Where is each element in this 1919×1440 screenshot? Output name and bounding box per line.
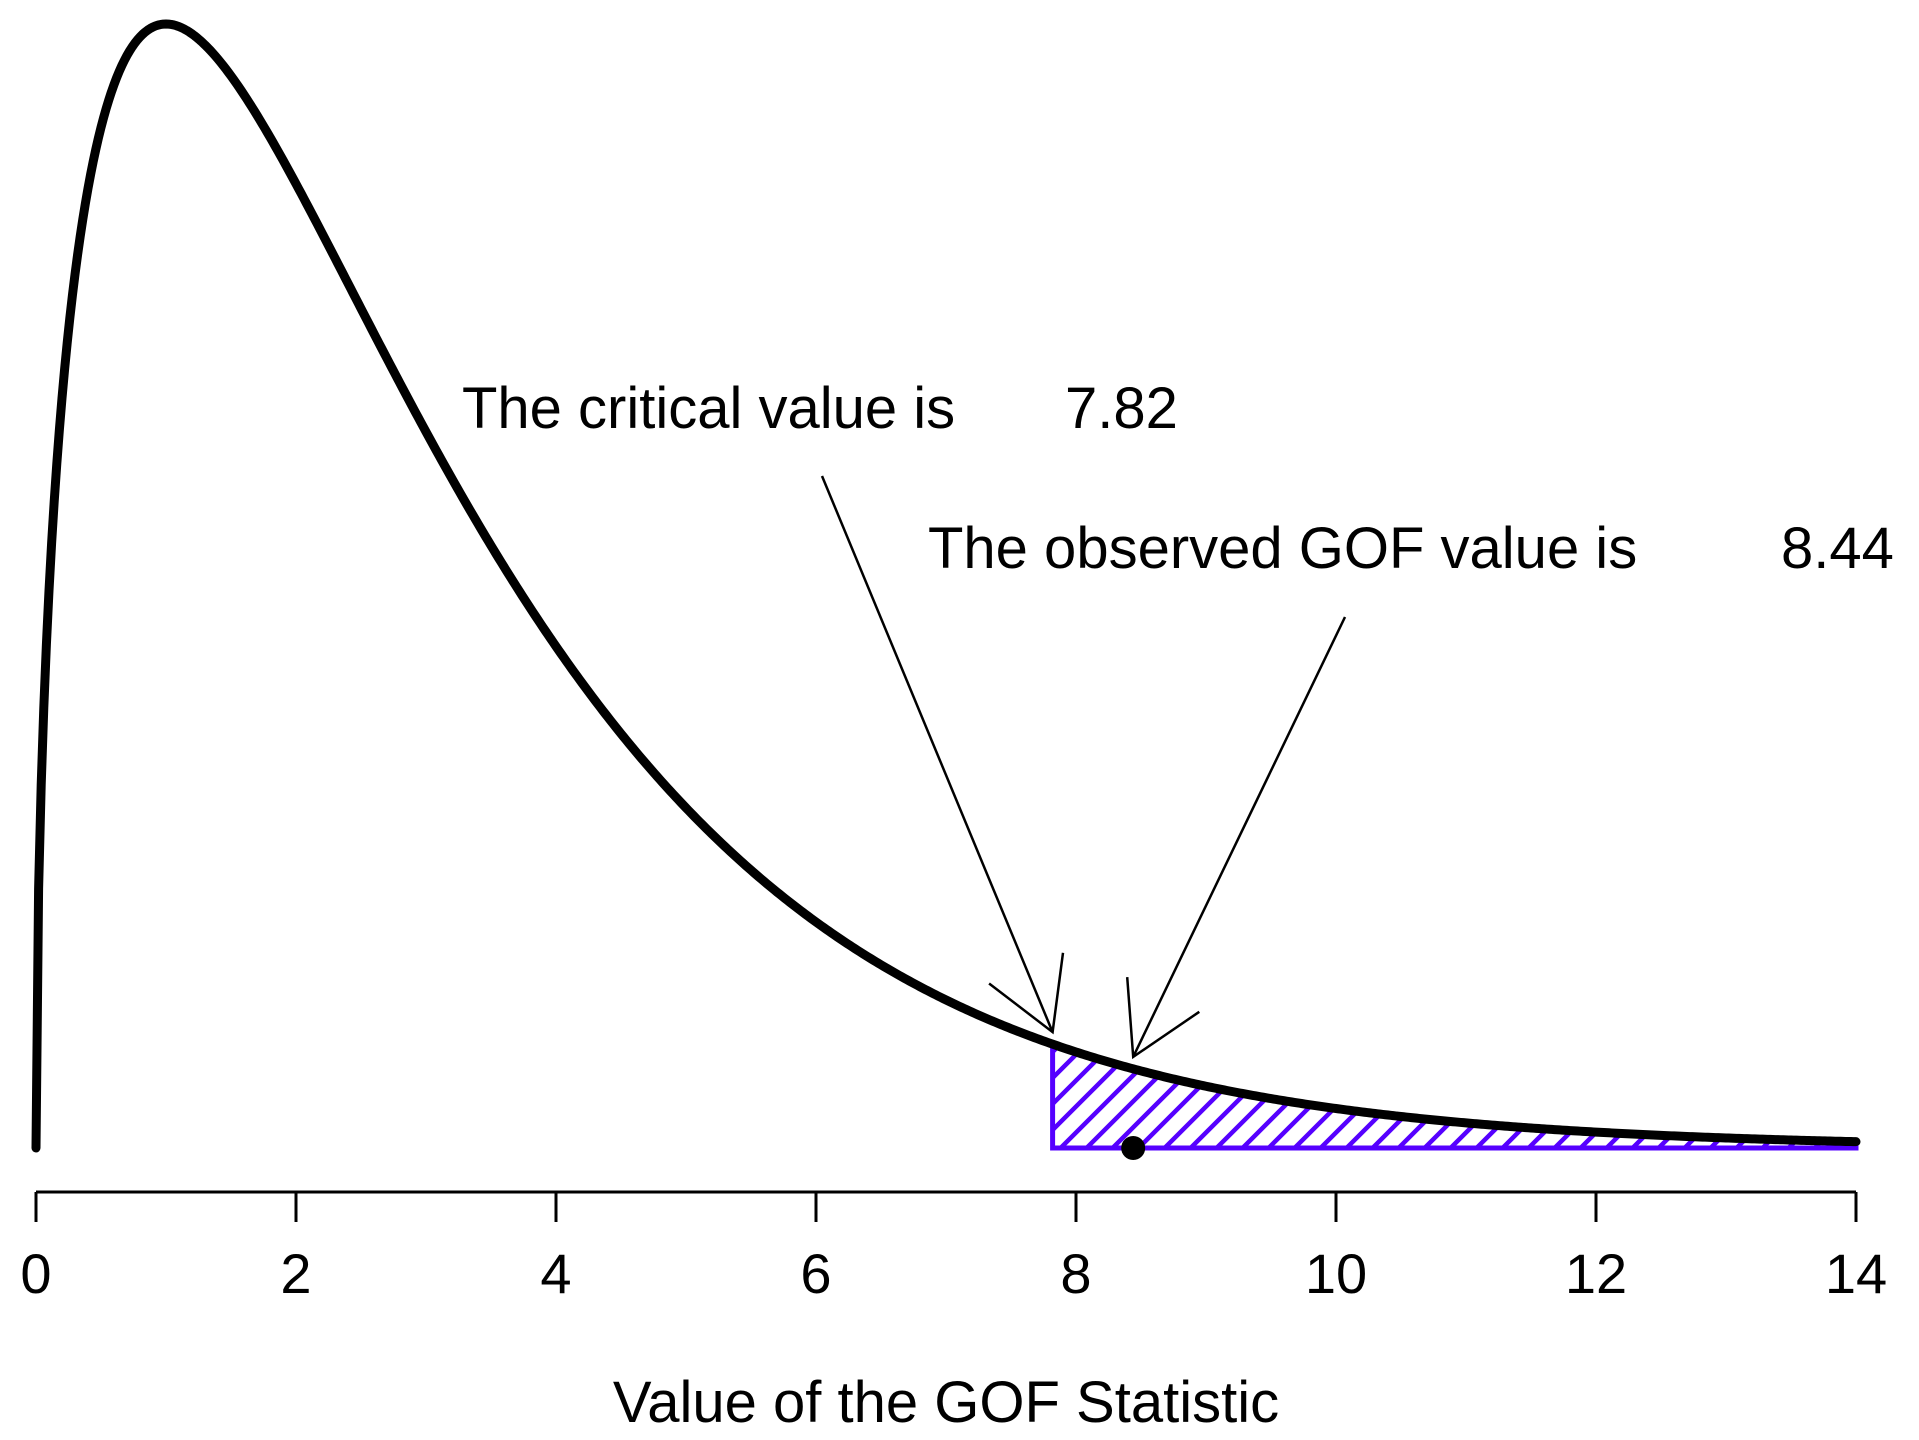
rejection-region xyxy=(853,1034,1919,1151)
observed-value-point xyxy=(1121,1136,1146,1160)
hatch-line xyxy=(1839,1044,1856,1148)
hatch-line xyxy=(1867,1034,1919,1148)
x-axis-tick-label: 0 xyxy=(20,1242,51,1305)
observed-value-arrowhead xyxy=(1125,977,1201,1060)
rejection-region-hatching xyxy=(853,1034,1919,1148)
hatch-line xyxy=(1657,1044,1775,1148)
density-curve xyxy=(31,19,1861,1153)
hatch-line xyxy=(1761,1044,1856,1148)
observed-value-label: The observed GOF value is 8.44 xyxy=(928,516,1894,581)
x-axis-tick-labels: 0 2 4 6 8 10 12 14 xyxy=(20,1242,1887,1305)
critical-value-arrowhead xyxy=(988,952,1065,1035)
x-axis-tick-label: 2 xyxy=(280,1242,311,1305)
rejection-region-outline xyxy=(1050,1040,1859,1151)
hatch-line xyxy=(853,1034,967,1148)
x-axis-tick-label: 8 xyxy=(1060,1242,1091,1305)
critical-value-number: 7.82 xyxy=(1065,376,1178,441)
hatch-line xyxy=(1683,1044,1801,1148)
hatch-line xyxy=(1787,1044,1856,1148)
observed-value-label-text: The observed GOF value is xyxy=(928,516,1637,581)
critical-value-arrow xyxy=(820,475,1054,1033)
hatch-line xyxy=(931,1034,1045,1148)
x-axis-tick-label: 12 xyxy=(1565,1242,1627,1305)
observed-value-annotation: The observed GOF value is 8.44 xyxy=(928,516,1894,1060)
x-axis-tick-label: 14 xyxy=(1825,1242,1887,1305)
x-axis-title: Value of the GOF Statistic xyxy=(613,1370,1279,1435)
critical-value-label-text: The critical value is xyxy=(462,376,955,441)
observed-value-number: 8.44 xyxy=(1781,516,1894,581)
hatch-line xyxy=(879,1034,993,1148)
hatch-line xyxy=(1813,1044,1856,1148)
x-axis-tick-label: 6 xyxy=(800,1242,831,1305)
critical-value-label: The critical value is 7.82 xyxy=(462,376,1178,441)
x-axis-tick-label: 4 xyxy=(540,1242,571,1305)
hatch-line xyxy=(905,1034,1019,1148)
observed-value-arrow xyxy=(1132,616,1347,1058)
x-axis-tick-label: 10 xyxy=(1305,1242,1367,1305)
critical-value-annotation: The critical value is 7.82 xyxy=(462,376,1178,1035)
x-axis-ticks xyxy=(34,1192,1858,1222)
hatch-line xyxy=(1709,1044,1827,1148)
hatch-line xyxy=(1735,1044,1853,1148)
x-axis: 0 2 4 6 8 10 12 14 xyxy=(20,1190,1887,1305)
